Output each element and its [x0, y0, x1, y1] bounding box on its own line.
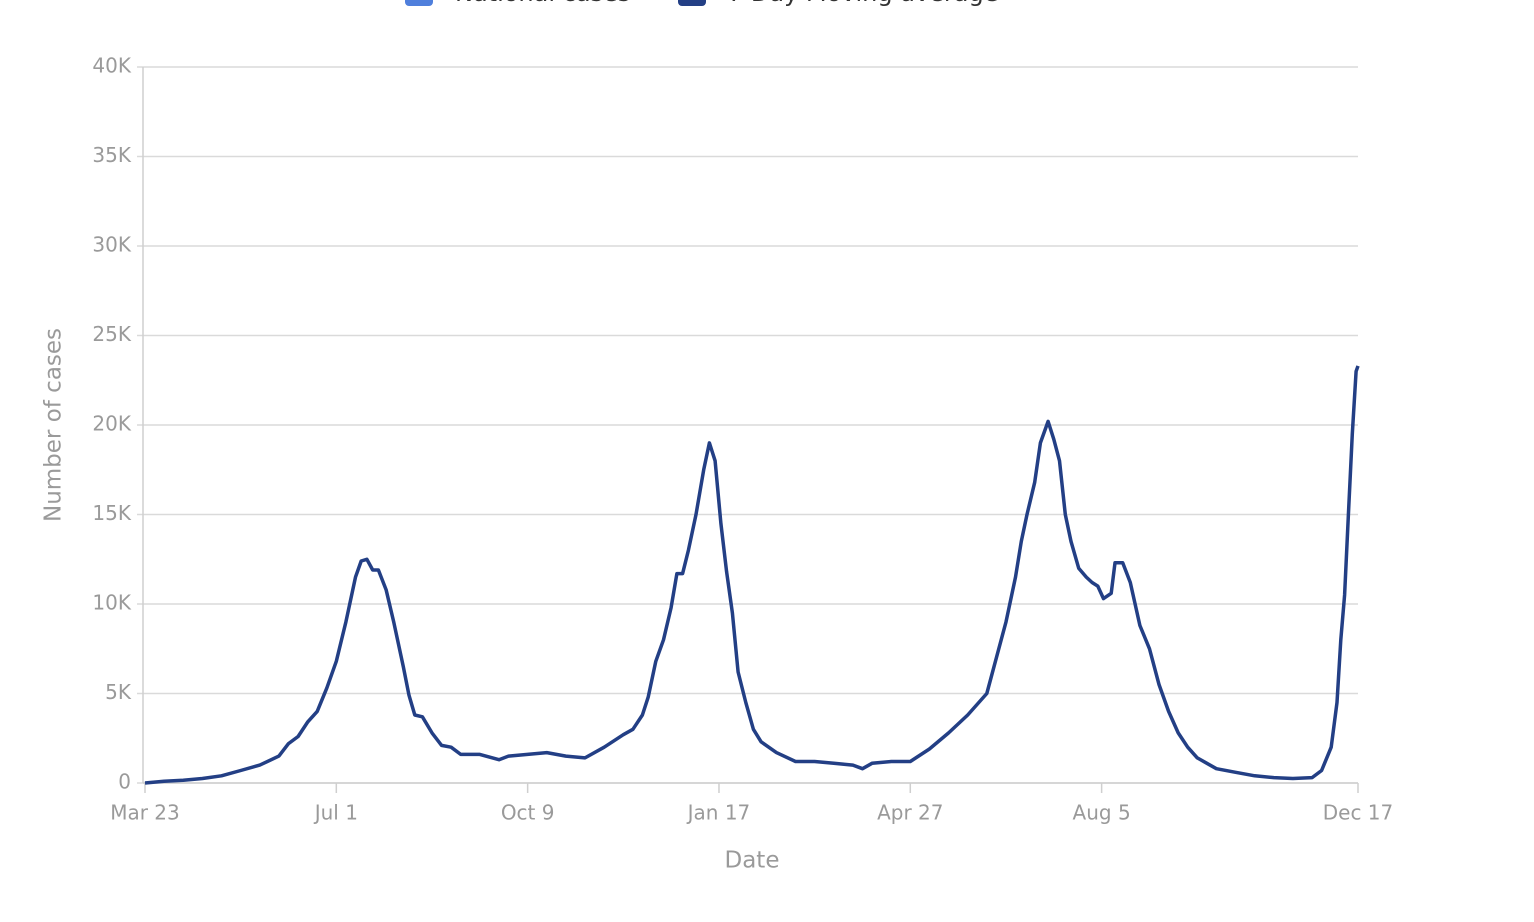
x-tick-label: Jan 17	[686, 801, 751, 825]
legend-label: National cases	[455, 0, 630, 7]
x-tick-label: Dec 17	[1323, 801, 1394, 825]
y-tick-label: 30K	[92, 233, 131, 257]
series-line	[144, 365, 1360, 785]
x-tick-label: Apr 27	[877, 801, 943, 825]
x-tick-label: Mar 23	[110, 801, 180, 825]
legend-swatch	[405, 0, 433, 6]
y-tick-label: 0	[118, 770, 131, 794]
legend-swatch	[678, 0, 706, 6]
y-tick-label: 10K	[92, 591, 131, 615]
y-tick-label: 25K	[92, 322, 131, 346]
legend-label: 7 Day Moving average	[728, 0, 999, 7]
y-tick-label: 35K	[92, 143, 131, 167]
y-axis-title: Number of cases	[41, 328, 67, 522]
x-axis-title: Date	[725, 848, 780, 874]
x-tick-label: Aug 5	[1073, 801, 1131, 825]
x-tick-label: Jul 1	[313, 801, 358, 825]
y-tick-label: 20K	[92, 412, 131, 436]
x-tick-label: Oct 9	[501, 801, 555, 825]
y-tick-label: 15K	[92, 501, 131, 525]
y-tick-label: 5K	[105, 680, 132, 704]
y-tick-label: 40K	[92, 54, 131, 78]
